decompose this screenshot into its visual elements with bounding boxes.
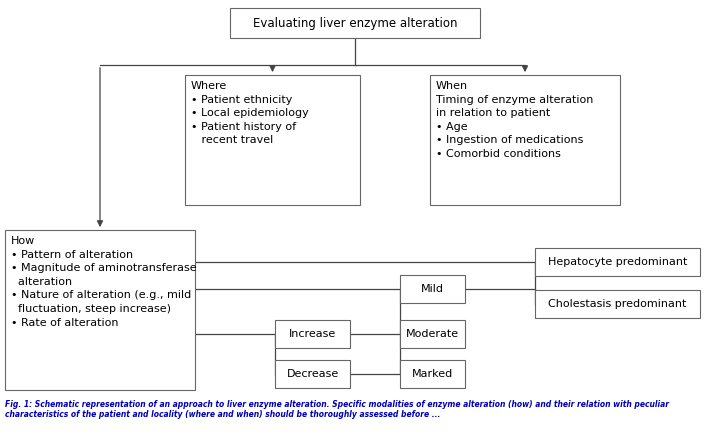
Bar <box>275 360 350 388</box>
Text: Mild: Mild <box>421 284 444 294</box>
Text: Evaluating liver enzyme alteration: Evaluating liver enzyme alteration <box>253 17 457 30</box>
Text: Moderate: Moderate <box>406 329 459 339</box>
Text: How
• Pattern of alteration
• Magnitude of aminotransferase
  alteration
• Natur: How • Pattern of alteration • Magnitude … <box>11 236 197 328</box>
Bar <box>185 75 360 205</box>
Text: When
Timing of enzyme alteration
in relation to patient
• Age
• Ingestion of med: When Timing of enzyme alteration in rela… <box>436 81 593 159</box>
Bar <box>535 248 700 276</box>
Text: Hepatocyte predominant: Hepatocyte predominant <box>548 257 687 267</box>
Text: Cholestasis predominant: Cholestasis predominant <box>548 299 686 309</box>
Bar <box>535 290 700 318</box>
Text: Marked: Marked <box>412 369 453 379</box>
Bar <box>5 230 195 390</box>
Text: Fig. 1: Schematic representation of an approach to liver enzyme alteration. Spec: Fig. 1: Schematic representation of an a… <box>5 400 669 420</box>
Text: Where
• Patient ethnicity
• Local epidemiology
• Patient history of
   recent tr: Where • Patient ethnicity • Local epidem… <box>191 81 309 146</box>
Text: Decrease: Decrease <box>286 369 339 379</box>
Bar <box>400 275 465 303</box>
Bar <box>275 320 350 348</box>
Bar <box>400 360 465 388</box>
Bar <box>230 8 480 38</box>
Bar <box>430 75 620 205</box>
Bar <box>400 320 465 348</box>
Text: Increase: Increase <box>289 329 336 339</box>
